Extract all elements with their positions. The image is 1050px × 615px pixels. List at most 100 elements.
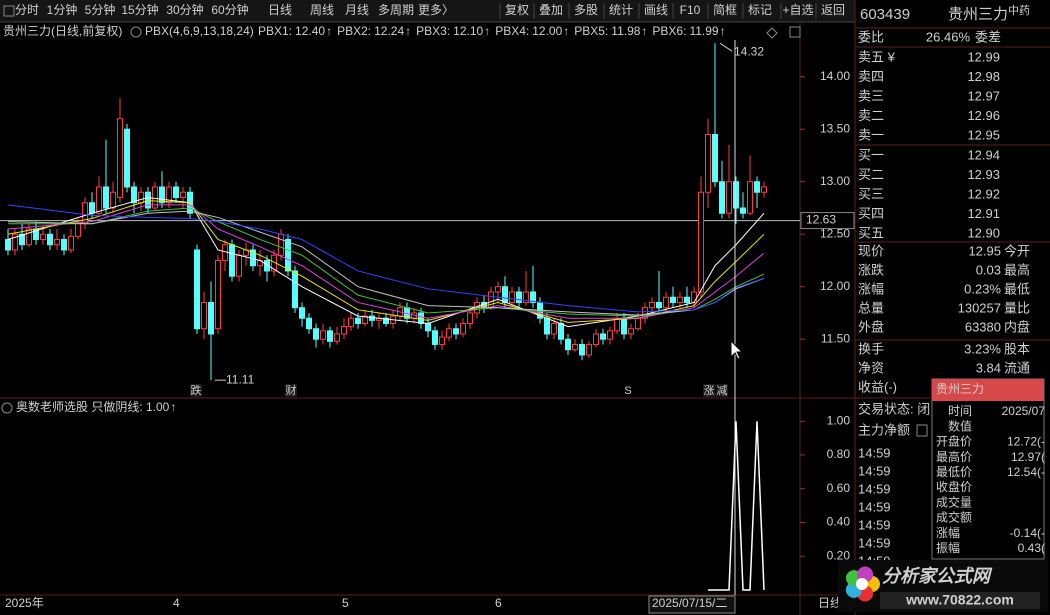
stat-next: 最高 [1004,262,1030,277]
candle-body [544,317,550,335]
period-tab[interactable]: 5分钟 [85,2,116,17]
candle-body [614,317,620,332]
toolbar-button[interactable]: 多股 [574,3,598,17]
candle-body [180,191,186,198]
ask-price: 12.99 [967,49,1000,64]
candle-body [54,238,60,246]
bid-label: 买五 [858,225,884,240]
indicator-value: 12.10 [453,24,483,38]
toolbar-button[interactable]: F10 [680,3,701,17]
candle-body [313,328,319,340]
candle-body [719,181,725,214]
candle-body [327,330,333,342]
tooltip-header [932,379,1044,401]
candle-body [89,202,95,214]
candle-body [159,186,165,204]
time: 14:59 [858,463,891,478]
ask-price: 12.98 [967,69,1000,84]
candle-body [572,343,578,351]
menu-icon[interactable] [916,424,928,437]
mouse-cursor [730,339,744,360]
signal: 跌 [191,383,202,397]
time: 14:59 [858,481,891,496]
arrow: ↑ [563,24,569,38]
x-label: 5 [342,596,349,610]
period-tab[interactable]: 周线 [310,3,334,17]
candle-body [642,307,648,319]
period-tab[interactable]: 15分钟 [121,2,158,17]
income-label: 收益(-) [858,379,897,394]
candle-body [502,286,508,303]
toolbar-button[interactable]: 统计 [609,3,633,17]
toolbar-button[interactable]: 标记 [748,3,772,17]
period-tab[interactable]: 多周期 [378,3,414,17]
candle-body [19,233,25,246]
toolbar-button[interactable]: 简框 [713,3,737,17]
candle-body [586,343,592,356]
ask-label: 卖一 [858,127,884,142]
indicator-icon [130,26,142,38]
candle-body [453,328,459,335]
y-tick-label: 12.00 [820,279,850,293]
y-tick-label: 11.50 [821,331,850,345]
period-tab[interactable]: 月线 [345,3,369,17]
tooltip-label: 最低价 [936,465,972,479]
indicator-line [7,196,765,328]
candle-body [726,181,732,214]
period-tab[interactable]: 1分钟 [47,2,78,17]
tooltip-value: 2025/07 [1002,404,1046,418]
toolbar-button[interactable]: 画线 [644,3,668,17]
candle-body [425,322,431,332]
watermark-url-bg [880,592,1040,609]
candle-body [432,330,438,345]
sector[interactable]: 中药 [1008,4,1030,17]
bid-label: 买四 [858,206,884,221]
signal-bg [716,384,728,397]
candle-body [320,330,326,340]
cursor-date: 2025/07/15/二 [652,596,727,610]
time: 14:59 [858,535,891,550]
stat-label: 现价 [858,243,884,258]
toolbar-button[interactable]: 返回 [821,3,845,17]
toolbar-button[interactable]: 叠加 [539,3,563,17]
window-icon[interactable] [789,26,801,38]
ratio-label: 委比 [858,29,884,44]
stat-label: 总量 [858,300,884,315]
candle-body [124,128,130,188]
stock-code: 603439 [860,6,910,23]
candle-body [600,333,606,340]
candle-body [173,186,179,198]
y-tick-label: 1.00 [827,413,851,427]
toolbar-button[interactable]: 复权 [505,3,529,17]
candle-body [96,186,102,214]
candle-body [152,186,158,209]
period-tab[interactable]: 30分钟 [166,2,203,17]
stat-next: 内盘 [1004,319,1030,334]
tooltip-value: 0.43( [1018,541,1045,555]
toolbar-button[interactable]: +自选 [782,3,813,17]
period-tab[interactable]: 60分钟 [211,2,248,17]
candle-body [670,296,676,303]
candle-body [103,186,109,209]
signal: S [624,385,631,397]
indicator-label: PBX6: [652,24,686,38]
low-note: 11.11 [226,372,255,386]
arrow: ↑ [641,24,647,38]
indicator-line [7,204,765,313]
period-tab[interactable]: 更多〉 [418,3,454,17]
tooltip-value: 12.54(- [1007,465,1045,479]
current-price-label: 12.63 [806,213,836,227]
stat-label: 涨跌 [858,262,884,277]
stat-next: 今开 [1004,243,1030,258]
candle-body [593,333,599,345]
high-note: 14.32 [734,44,764,58]
period-tab[interactable]: 分时 [15,3,39,17]
ask-label: 卖二 [858,108,884,123]
stat-value: 0.23% [964,281,1001,296]
stat-label: 换手 [858,341,884,356]
indicator-line [8,207,765,317]
candle-body [439,336,445,345]
period-tab[interactable]: 日线 [268,3,292,17]
ask-label: 卖五 ¥ [858,49,896,64]
candle-body [292,270,298,309]
